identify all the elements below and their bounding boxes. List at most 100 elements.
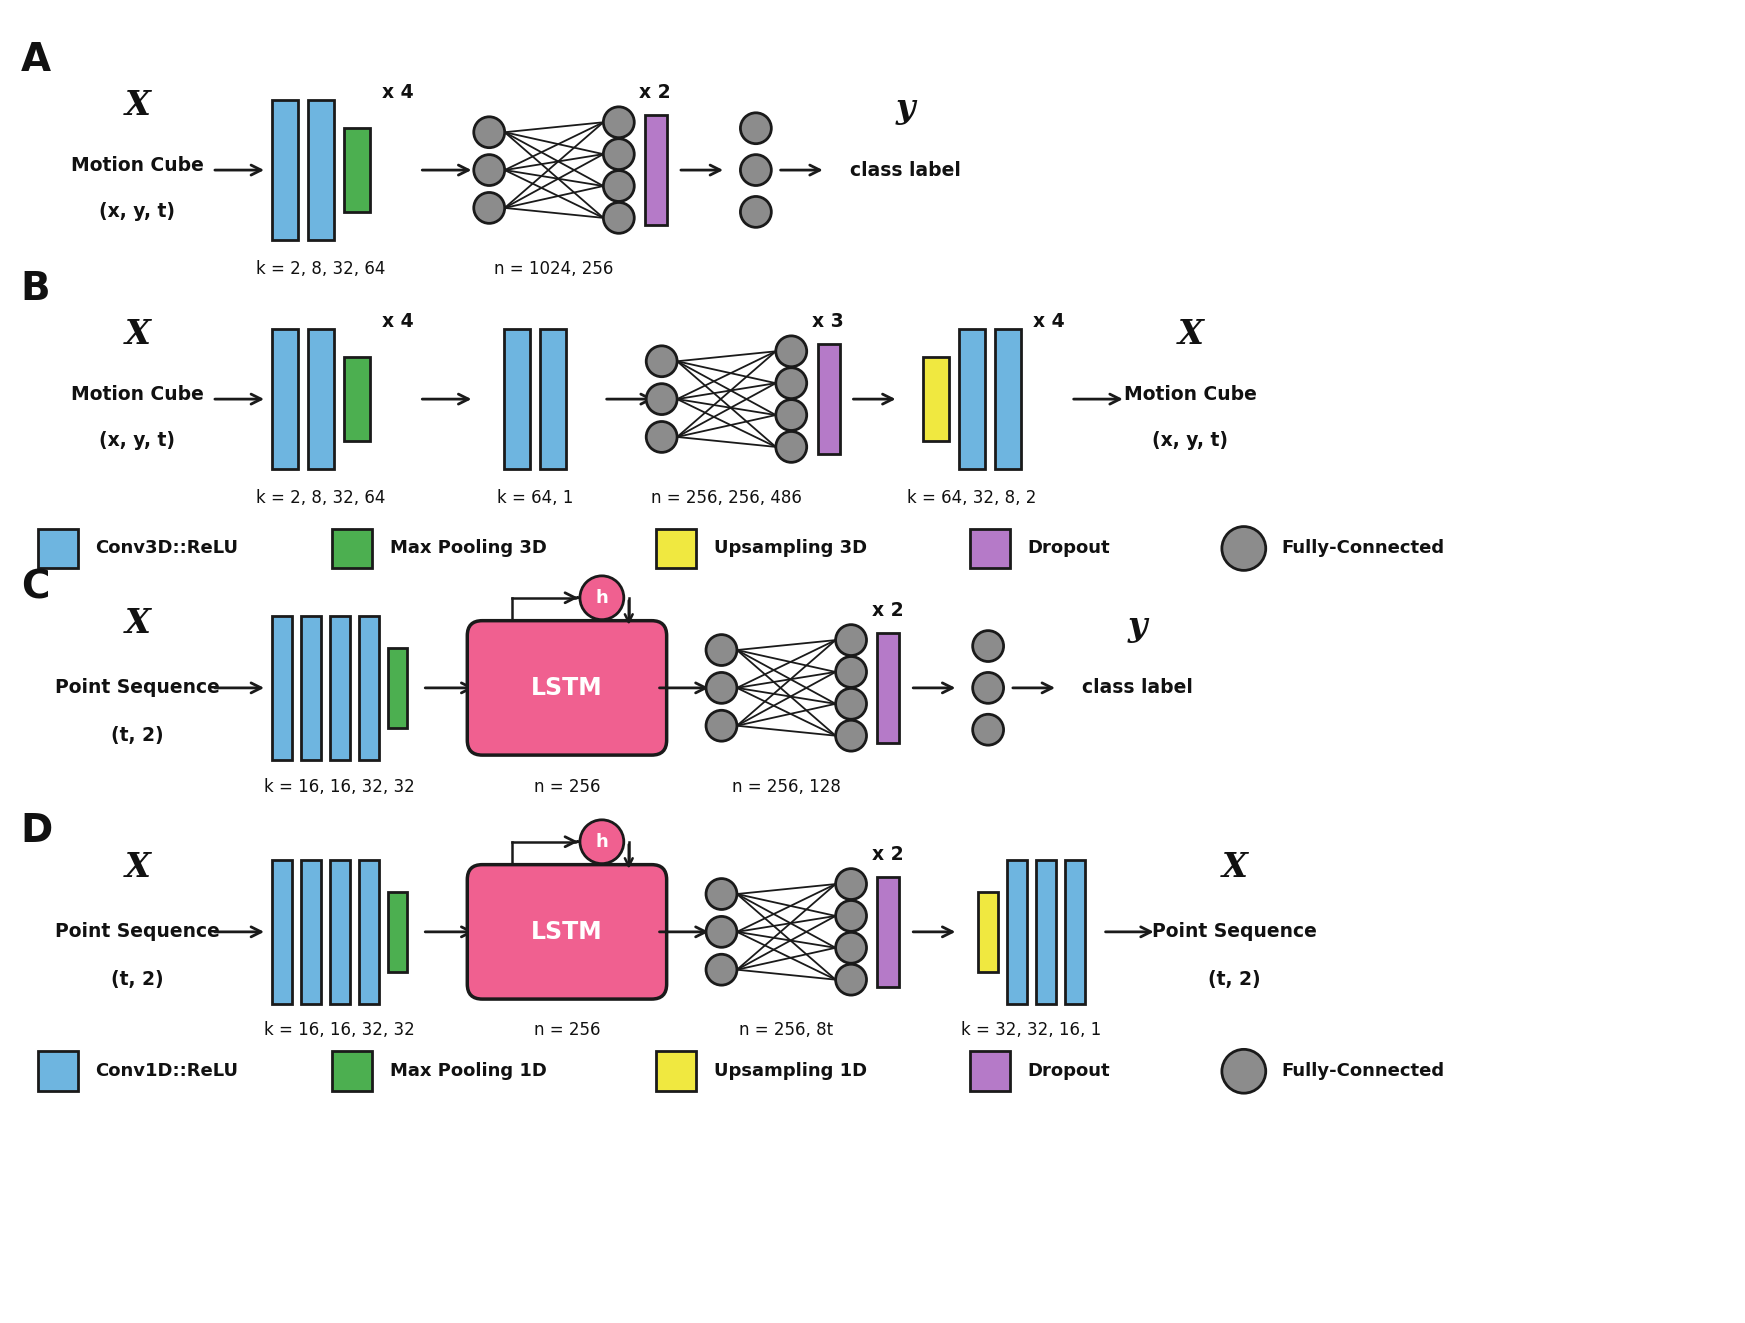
FancyBboxPatch shape [468,865,667,999]
Circle shape [646,422,677,452]
FancyBboxPatch shape [387,892,408,971]
Text: class label: class label [1082,679,1194,697]
Text: x 3: x 3 [811,312,843,331]
Text: Fully-Connected: Fully-Connected [1281,540,1445,557]
Circle shape [836,720,867,751]
Circle shape [1222,527,1265,570]
Text: n = 256, 256, 486: n = 256, 256, 486 [651,488,803,507]
Text: X: X [124,851,150,884]
Circle shape [740,112,771,144]
Circle shape [707,954,736,986]
Text: C: C [21,569,49,606]
Text: n = 256, 8t: n = 256, 8t [740,1021,834,1040]
Text: h: h [595,832,609,851]
Text: n = 256, 128: n = 256, 128 [731,778,841,795]
FancyBboxPatch shape [344,128,370,212]
Text: k = 2, 8, 32, 64: k = 2, 8, 32, 64 [257,259,386,278]
Text: LSTM: LSTM [530,919,602,943]
Circle shape [777,368,806,398]
Circle shape [1222,1049,1265,1093]
Text: Motion Cube: Motion Cube [1124,385,1256,404]
FancyBboxPatch shape [38,529,77,569]
FancyBboxPatch shape [878,634,899,742]
FancyBboxPatch shape [1037,860,1056,1004]
Text: class label: class label [850,160,961,180]
Text: Point Sequence: Point Sequence [54,922,220,942]
Text: Max Pooling 3D: Max Pooling 3D [389,540,546,557]
FancyBboxPatch shape [387,648,408,728]
Text: x 4: x 4 [382,312,414,331]
FancyBboxPatch shape [1007,860,1028,1004]
FancyBboxPatch shape [300,860,321,1004]
FancyBboxPatch shape [330,615,349,761]
FancyBboxPatch shape [332,1052,372,1091]
Circle shape [707,710,736,741]
FancyBboxPatch shape [332,529,372,569]
Text: k = 64, 1: k = 64, 1 [497,488,574,507]
FancyBboxPatch shape [656,1052,696,1091]
Circle shape [646,345,677,377]
Text: x 2: x 2 [639,83,670,102]
Text: Point Sequence: Point Sequence [1152,922,1317,942]
FancyBboxPatch shape [970,529,1010,569]
Circle shape [972,631,1003,662]
Circle shape [475,155,504,185]
Text: X: X [124,89,150,122]
Text: n = 256: n = 256 [534,778,600,795]
FancyBboxPatch shape [272,101,298,239]
FancyBboxPatch shape [307,329,333,468]
Text: LSTM: LSTM [530,676,602,700]
Text: Conv3D::ReLU: Conv3D::ReLU [96,540,239,557]
Circle shape [836,933,867,963]
Circle shape [972,672,1003,704]
Text: h: h [595,589,609,607]
Circle shape [707,917,736,947]
Text: Dropout: Dropout [1028,540,1110,557]
Text: (t, 2): (t, 2) [112,726,164,745]
FancyBboxPatch shape [359,615,379,761]
FancyBboxPatch shape [38,1052,77,1091]
FancyBboxPatch shape [646,115,667,225]
FancyBboxPatch shape [272,329,298,468]
FancyBboxPatch shape [923,357,949,441]
FancyBboxPatch shape [272,860,291,1004]
FancyBboxPatch shape [504,329,530,468]
Text: x 2: x 2 [871,844,904,864]
Circle shape [707,635,736,665]
Text: X: X [124,318,150,351]
Text: Dropout: Dropout [1028,1062,1110,1081]
FancyBboxPatch shape [539,329,565,468]
Text: X: X [124,607,150,639]
Circle shape [604,202,633,233]
Text: k = 64, 32, 8, 2: k = 64, 32, 8, 2 [907,488,1037,507]
Circle shape [707,878,736,909]
FancyBboxPatch shape [330,860,349,1004]
Text: k = 16, 16, 32, 32: k = 16, 16, 32, 32 [263,1021,415,1040]
Text: B: B [21,270,51,308]
Text: k = 16, 16, 32, 32: k = 16, 16, 32, 32 [263,778,415,795]
Text: n = 256: n = 256 [534,1021,600,1040]
Circle shape [777,431,806,462]
FancyBboxPatch shape [1064,860,1085,1004]
Text: (x, y, t): (x, y, t) [99,431,174,450]
Text: (x, y, t): (x, y, t) [1152,431,1228,450]
FancyBboxPatch shape [960,329,986,468]
FancyBboxPatch shape [878,877,899,987]
FancyBboxPatch shape [468,620,667,755]
Circle shape [475,192,504,224]
Text: X: X [1178,318,1204,351]
Text: x 4: x 4 [1033,312,1064,331]
Circle shape [604,139,633,169]
Text: (t, 2): (t, 2) [1208,970,1260,990]
Circle shape [740,155,771,185]
FancyBboxPatch shape [979,892,998,971]
Circle shape [579,576,623,619]
Circle shape [972,714,1003,745]
Text: A: A [21,41,51,78]
Circle shape [777,336,806,366]
Circle shape [646,384,677,414]
FancyBboxPatch shape [359,860,379,1004]
Text: Point Sequence: Point Sequence [54,679,220,697]
Circle shape [836,624,867,655]
Circle shape [836,656,867,688]
